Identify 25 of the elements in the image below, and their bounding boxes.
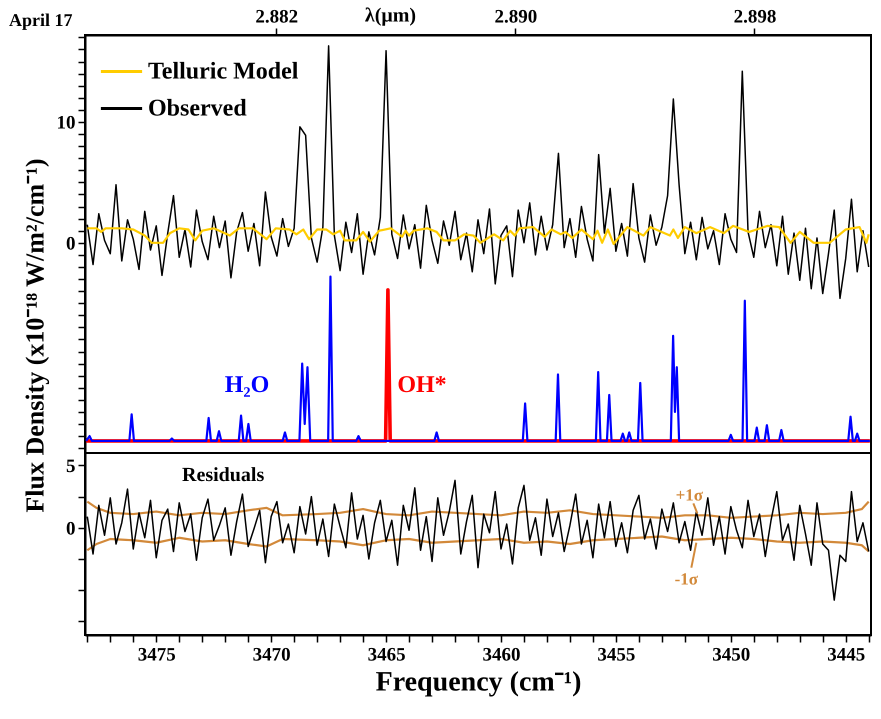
annotation: -1σ <box>674 570 699 589</box>
y-tick-label: 0 <box>66 518 76 540</box>
x-tick-label: 3445 <box>827 644 866 666</box>
x-tick-label: 3470 <box>252 644 291 666</box>
y-axis-title: Flux Density (x10⁻¹⁸ W/m²/cm⁻¹) <box>20 158 50 513</box>
x-tick-label: 3475 <box>138 644 176 666</box>
annotation: OH* <box>397 372 447 398</box>
legend-label: Telluric Model <box>148 58 299 84</box>
y-tick-label: 10 <box>56 112 76 134</box>
y-tick-label: 0 <box>66 233 76 254</box>
annotation: H₂O <box>224 372 270 398</box>
x-tick-label: 3465 <box>368 644 406 666</box>
annotation: Residuals <box>182 464 264 486</box>
annotation: +1σ <box>676 485 704 504</box>
x-tick-label: 3450 <box>712 644 750 666</box>
x-axis-title: Frequency (cm⁻¹) <box>376 666 582 698</box>
x2-axis-title: λ(μm) <box>364 4 416 26</box>
y-tick-label: 5 <box>66 456 76 477</box>
x-tick-label: 3460 <box>482 644 520 666</box>
text: April 17 <box>9 10 73 30</box>
x-tick-label: 3455 <box>597 644 636 666</box>
legend-label: Observed <box>148 96 248 122</box>
x2-tick-label: 2.898 <box>734 6 776 28</box>
x2-tick-label: 2.890 <box>494 6 538 28</box>
x2-tick-label: 2.882 <box>255 6 298 28</box>
